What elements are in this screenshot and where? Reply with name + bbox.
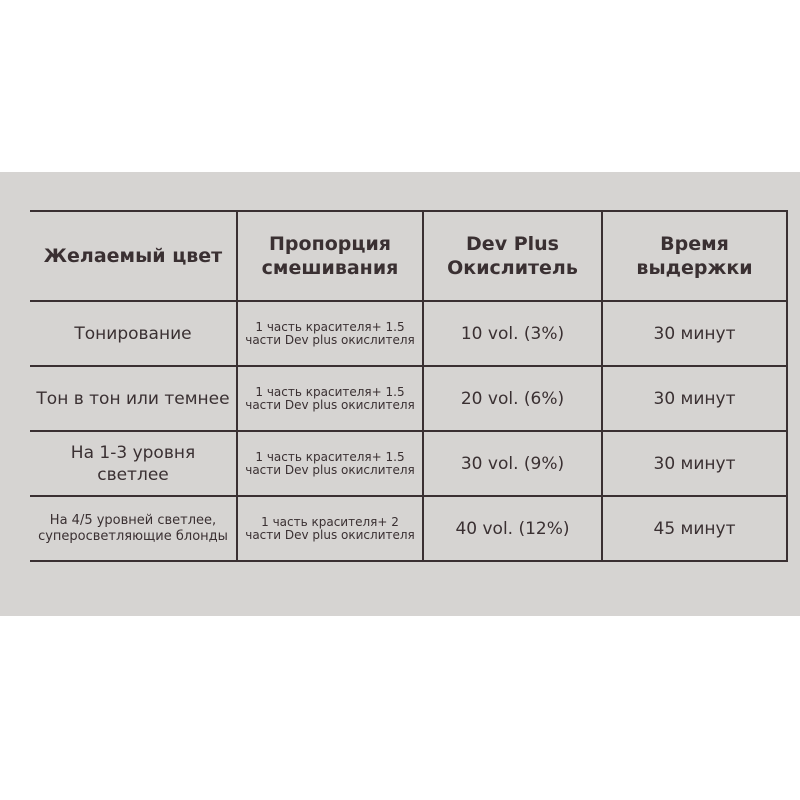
- coloring-table: Желаемый цвет Пропорция смешивания Dev P…: [30, 210, 788, 562]
- table-row: Тон в тон или темнее 1 часть красителя+ …: [30, 365, 788, 432]
- cell-ratio: 1 часть красителя+ 1.5 части Dev plus ок…: [236, 365, 424, 432]
- header-developer: Dev Plus Окислитель: [422, 210, 603, 302]
- header-time: Время выдержки: [601, 210, 788, 302]
- cell-color: На 1-3 уровня светлее: [30, 430, 238, 497]
- cell-developer: 10 vol. (3%): [422, 300, 603, 367]
- table-row: На 4/5 уровней светлее, суперосветляющие…: [30, 495, 788, 562]
- cell-ratio: 1 часть красителя+ 1.5 части Dev plus ок…: [236, 430, 424, 497]
- header-color: Желаемый цвет: [30, 210, 238, 302]
- cell-ratio: 1 часть красителя+ 1.5 части Dev plus ок…: [236, 300, 424, 367]
- cell-color: Тонирование: [30, 300, 238, 367]
- cell-developer: 30 vol. (9%): [422, 430, 603, 497]
- table-row: На 1-3 уровня светлее 1 часть красителя+…: [30, 430, 788, 497]
- cell-color: Тон в тон или темнее: [30, 365, 238, 432]
- cell-ratio: 1 часть красителя+ 2 части Dev plus окис…: [236, 495, 424, 562]
- cell-time: 45 минут: [601, 495, 788, 562]
- table-row: Тонирование 1 часть красителя+ 1.5 части…: [30, 300, 788, 367]
- cell-developer: 40 vol. (12%): [422, 495, 603, 562]
- cell-color: На 4/5 уровней светлее, суперосветляющие…: [30, 495, 238, 562]
- cell-developer: 20 vol. (6%): [422, 365, 603, 432]
- header-row: Желаемый цвет Пропорция смешивания Dev P…: [30, 210, 788, 302]
- header-ratio: Пропорция смешивания: [236, 210, 424, 302]
- cell-time: 30 минут: [601, 430, 788, 497]
- cell-time: 30 минут: [601, 365, 788, 432]
- cell-time: 30 минут: [601, 300, 788, 367]
